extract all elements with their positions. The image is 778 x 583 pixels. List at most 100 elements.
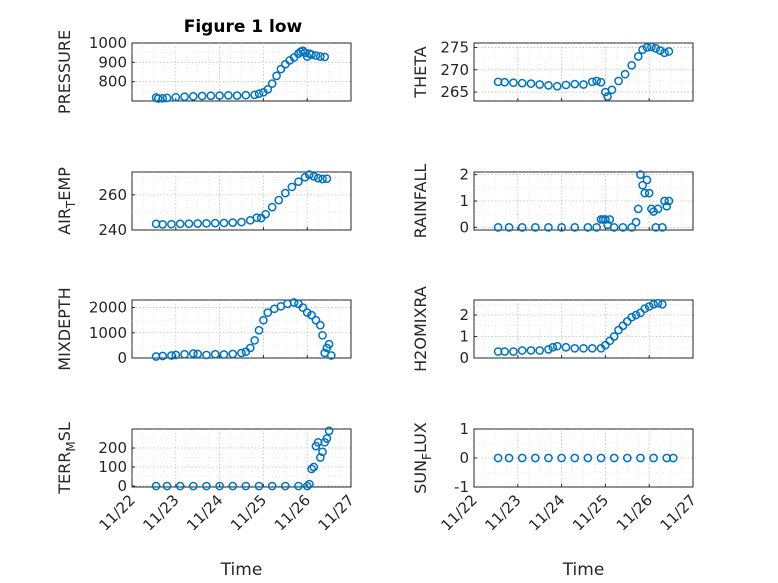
data-point xyxy=(202,218,211,228)
data-point xyxy=(237,217,246,227)
data-point xyxy=(530,223,540,232)
x-tick-label: 11/24 xyxy=(525,491,568,534)
data-point xyxy=(638,45,647,55)
data-point xyxy=(184,219,194,229)
y-tick-label: 1 xyxy=(459,328,469,346)
data-point xyxy=(638,180,647,190)
data-point xyxy=(544,453,553,463)
x-tick-label: 11/26 xyxy=(613,491,656,534)
y-tick-label: 275 xyxy=(440,38,469,56)
data-point xyxy=(180,92,189,102)
data-point xyxy=(530,453,540,463)
x-tick-label: 11/26 xyxy=(271,491,314,534)
data-point xyxy=(318,447,327,457)
y-axis-label-sub: T xyxy=(64,200,78,209)
data-point xyxy=(544,223,553,232)
y-tick-label: 270 xyxy=(440,61,469,79)
data-point xyxy=(561,342,571,352)
data-point xyxy=(302,481,312,491)
data-point xyxy=(171,92,181,102)
data-point xyxy=(601,340,610,350)
y-tick-label: 260 xyxy=(98,186,127,204)
data-point xyxy=(280,481,290,491)
y-tick-label: 240 xyxy=(98,221,127,239)
data-point xyxy=(193,219,203,228)
subplot-h2omixra: 0 1 2 H2OMIXRA xyxy=(411,286,694,372)
x-tick-label: 11/25 xyxy=(227,491,270,534)
x-tick-label: 11/25 xyxy=(569,491,612,534)
data-point xyxy=(653,204,663,214)
data-point xyxy=(300,172,310,182)
x-tick-label: 11/24 xyxy=(183,491,226,534)
y-axis-label: TERRMSL xyxy=(55,422,78,495)
data-point xyxy=(289,298,299,307)
y-tick-label: 0 xyxy=(459,218,469,236)
data-point xyxy=(605,336,615,346)
y-axis-label: PRESSURE xyxy=(55,30,74,114)
x-tick-label: 11/27 xyxy=(657,491,700,534)
subplot-theta: 265 270 275 THETA xyxy=(411,38,694,102)
data-point xyxy=(326,351,336,360)
data-point xyxy=(324,426,334,436)
data-point xyxy=(605,215,615,224)
data-point xyxy=(664,47,674,56)
data-point xyxy=(535,80,545,89)
data-point xyxy=(276,64,286,74)
data-point xyxy=(206,91,216,101)
data-point xyxy=(307,50,316,59)
y-axis-label: H2OMIXRA xyxy=(411,286,430,372)
data-point xyxy=(500,77,510,87)
data-point xyxy=(224,91,233,100)
y-tick-label: 1 xyxy=(459,420,469,438)
data-point xyxy=(609,453,619,463)
y-axis-label-part: TERR xyxy=(55,452,74,495)
y-axis-label-part: EMP xyxy=(55,167,74,201)
data-point xyxy=(552,341,562,351)
data-point xyxy=(245,343,255,353)
data-point xyxy=(287,182,297,192)
data-point xyxy=(557,223,566,232)
data-point xyxy=(318,174,327,184)
data-point xyxy=(627,312,637,322)
y-axis-label: THETA xyxy=(411,46,430,98)
data-point xyxy=(158,93,168,103)
data-point xyxy=(603,92,612,101)
data-point xyxy=(322,434,332,443)
y-axis-label-part: LUX xyxy=(411,422,430,453)
x-axis-label: Time xyxy=(220,560,263,580)
data-point xyxy=(500,347,510,356)
data-point xyxy=(153,94,163,103)
y-axis-label-part: SL xyxy=(55,422,74,441)
y-tick-label: -1 xyxy=(454,478,469,496)
data-point xyxy=(631,310,641,320)
data-point xyxy=(653,298,663,308)
data-point xyxy=(660,196,669,206)
data-point xyxy=(548,342,558,352)
data-point xyxy=(237,348,246,358)
data-point xyxy=(210,349,220,359)
data-point xyxy=(592,223,601,232)
y-tick-label: 1000 xyxy=(89,34,127,52)
y-tick-label: 2000 xyxy=(89,299,127,317)
y-axis-label: MIXDEPTH xyxy=(55,287,74,370)
data-point xyxy=(254,325,264,335)
data-point xyxy=(171,350,181,360)
data-point xyxy=(636,170,645,179)
data-point xyxy=(309,462,319,472)
data-point xyxy=(162,481,172,491)
data-point xyxy=(493,223,503,232)
data-point xyxy=(649,299,658,309)
data-point xyxy=(601,215,610,224)
data-point xyxy=(657,223,667,232)
data-point xyxy=(202,481,211,491)
y-tick-label: 0 xyxy=(459,349,469,367)
data-point xyxy=(651,44,661,53)
data-point xyxy=(668,453,678,463)
data-point xyxy=(151,481,161,491)
y-tick-label: 1000 xyxy=(89,324,127,342)
data-point xyxy=(228,481,238,491)
data-point xyxy=(215,91,224,100)
data-point xyxy=(250,335,259,345)
y-axis-label: SUNFLUX xyxy=(411,422,434,494)
